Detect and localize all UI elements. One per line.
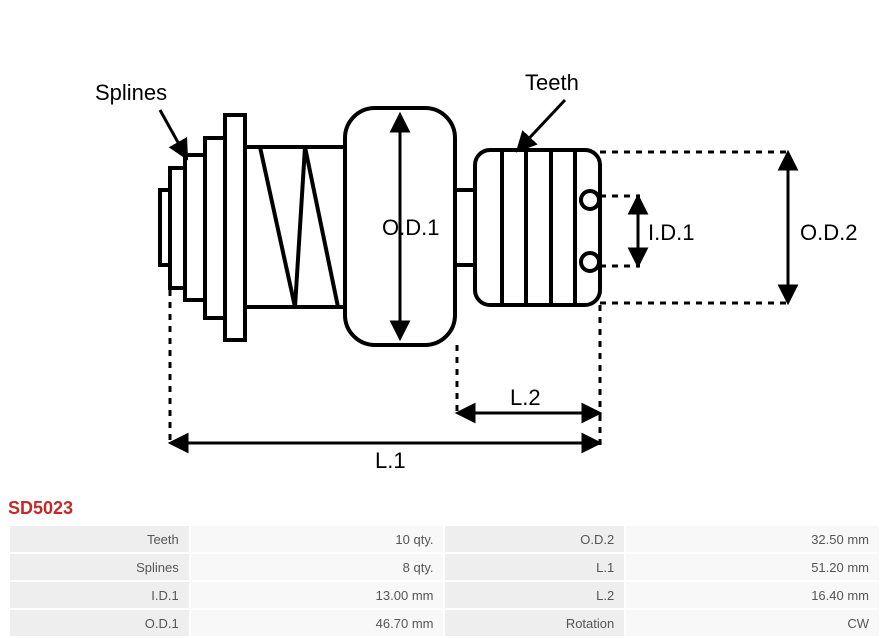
technical-diagram: Splines Teeth O.D.1 I.D.1 O.D.2 L.2 L.1 — [0, 0, 889, 495]
spec-label: Rotation — [445, 610, 624, 636]
spec-row: Splines 8 qty. L.1 51.20 mm — [10, 554, 879, 580]
spec-value: CW — [626, 610, 879, 636]
label-teeth: Teeth — [525, 70, 579, 95]
spec-value: 10 qty. — [191, 526, 444, 552]
spec-row: Teeth 10 qty. O.D.2 32.50 mm — [10, 526, 879, 552]
spec-label: I.D.1 — [10, 582, 189, 608]
spec-label: L.1 — [445, 554, 624, 580]
part-number: SD5023 — [8, 498, 73, 519]
spec-row: I.D.1 13.00 mm L.2 16.40 mm — [10, 582, 879, 608]
spec-label: L.2 — [445, 582, 624, 608]
spec-value: 32.50 mm — [626, 526, 879, 552]
spec-value: 51.20 mm — [626, 554, 879, 580]
spec-value: 8 qty. — [191, 554, 444, 580]
spec-label: Splines — [10, 554, 189, 580]
label-l2: L.2 — [510, 385, 541, 410]
spec-label: O.D.2 — [445, 526, 624, 552]
label-od1: O.D.1 — [382, 215, 439, 240]
spec-label: O.D.1 — [10, 610, 189, 636]
spec-row: O.D.1 46.70 mm Rotation CW — [10, 610, 879, 636]
spec-label: Teeth — [10, 526, 189, 552]
label-id1: I.D.1 — [648, 220, 694, 245]
spec-value: 13.00 mm — [191, 582, 444, 608]
specs-table: Teeth 10 qty. O.D.2 32.50 mm Splines 8 q… — [8, 524, 881, 638]
spec-value: 46.70 mm — [191, 610, 444, 636]
label-l1: L.1 — [375, 448, 406, 473]
label-od2: O.D.2 — [800, 220, 857, 245]
label-splines: Splines — [95, 80, 167, 105]
spec-value: 16.40 mm — [626, 582, 879, 608]
